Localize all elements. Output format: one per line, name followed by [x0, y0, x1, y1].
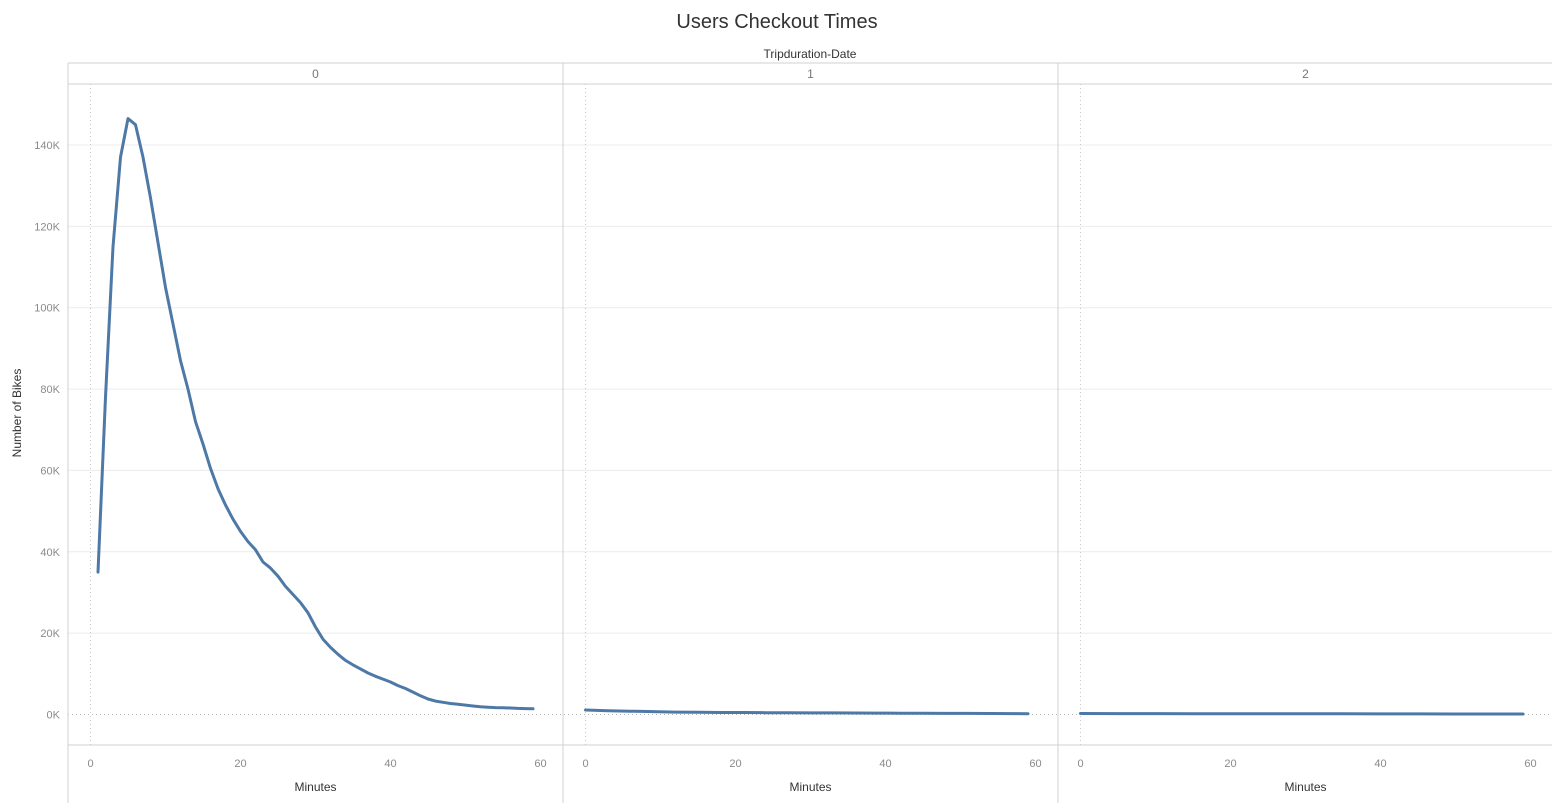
y-tick-label: 0K [47, 709, 61, 721]
x-tick-label: 60 [1029, 758, 1041, 770]
x-axis-title: Minutes [294, 780, 336, 794]
facet-label: 1 [807, 67, 814, 81]
x-tick-label: 20 [234, 758, 246, 770]
series-line [1079, 712, 1525, 716]
y-tick-label: 120K [34, 221, 60, 233]
x-tick-label: 0 [582, 758, 588, 770]
chart-title: Users Checkout Times [676, 11, 877, 33]
x-tick-label: 0 [87, 758, 93, 770]
x-tick-label: 20 [1224, 758, 1236, 770]
x-axis-title: Minutes [1284, 780, 1326, 794]
y-tick-label: 40K [40, 547, 60, 559]
y-tick-label: 20K [40, 628, 60, 640]
x-tick-label: 40 [879, 758, 891, 770]
series-line [584, 708, 1030, 716]
column-header: Tripduration-Date [764, 47, 857, 61]
series-line [96, 117, 535, 711]
facet-label: 2 [1302, 67, 1309, 81]
x-tick-label: 0 [1077, 758, 1083, 770]
y-tick-label: 80K [40, 384, 60, 396]
x-tick-label: 20 [729, 758, 741, 770]
y-tick-label: 60K [40, 465, 60, 477]
y-tick-label: 140K [34, 140, 60, 152]
y-tick-label: 100K [34, 303, 60, 315]
facet-label: 0 [312, 67, 319, 81]
x-tick-label: 60 [534, 758, 546, 770]
x-tick-label: 60 [1524, 758, 1536, 770]
x-axis-title: Minutes [789, 780, 831, 794]
x-tick-label: 40 [1374, 758, 1386, 770]
x-tick-label: 40 [384, 758, 396, 770]
y-axis-title: Number of Bikes [10, 369, 24, 458]
